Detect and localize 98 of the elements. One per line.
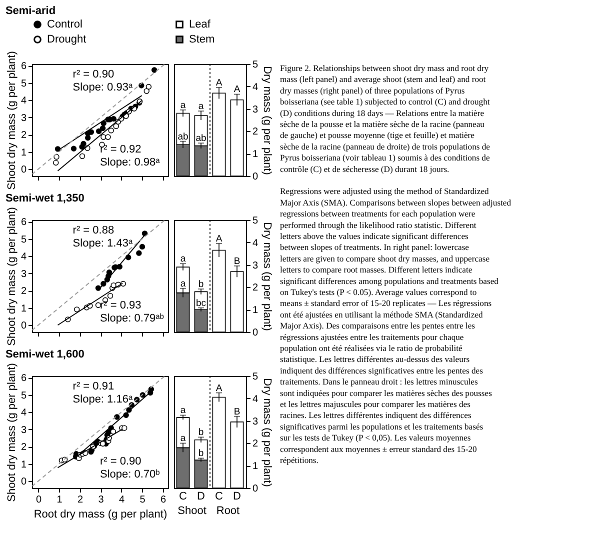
- annotation: Slope: 1.43ᵃ: [72, 237, 134, 250]
- data-label: B: [234, 256, 240, 267]
- data-label: ab: [196, 133, 206, 144]
- data-label: a: [180, 278, 186, 290]
- annotation: Slope: 0.98ᵃ: [100, 156, 161, 169]
- legend-label: Control: [47, 18, 82, 30]
- y-tick-label: 4: [252, 82, 258, 93]
- y-tick-label: 5: [252, 60, 258, 70]
- chart-title: Semi-arid: [5, 5, 56, 17]
- y-tick-label: 6: [20, 217, 27, 228]
- annotation: Slope: 0.70ᵇ: [100, 468, 160, 481]
- x-tick-label: C: [179, 490, 188, 502]
- y-tick-label: 3: [252, 416, 258, 428]
- annotation: r² = 0.93: [100, 300, 142, 312]
- data-label: A: [216, 78, 223, 89]
- legend-label: Stem: [189, 34, 215, 46]
- data-label: a: [180, 433, 186, 444]
- data-label: bc: [196, 298, 206, 309]
- y-tick-label: 2: [252, 282, 258, 294]
- y-tick-label: 4: [252, 238, 258, 249]
- y-axis-title: Dry mass (g per plant): [261, 222, 274, 331]
- annotation: r² = 0.91: [72, 380, 114, 392]
- y-tick-label: 3: [20, 424, 27, 436]
- x-tick-label: 6: [160, 494, 167, 506]
- y-tick-label: 2: [252, 438, 258, 450]
- x-tick-label: 1: [56, 494, 63, 506]
- y-tick-label: 3: [20, 268, 27, 280]
- y-tick-label: 2: [252, 126, 258, 138]
- x-tick-label: C: [215, 490, 224, 502]
- legend-label: Drought: [47, 34, 86, 46]
- x-axis-title: Root dry mass (g per plant): [34, 508, 168, 520]
- text: Regressions were adjusted using the method of Standardized Major Axis (SMA). Comparisons between slopes between adjusted regressions between treatments for each population were performed through the likelihood ratio statistic. Different letters above the values indicate significant differences between slopes of treatments. In right panel: lowercase letters are given to compare shoot dry masses, and uppercase letters to compare root masses. Different letters indicate significant differences among populations and treatments based on Tukey's tests (P < 0.05). Average values correspond to means ± standard error of 15-20 replicates — Les régressions ont été ajustées en utilisant la méthode SMA (Standardized Major Axis). Des comparaisons entre les pentes entre les régressions ajustées entre les traitements pour chaque population ont été réalisées via le ratio de probabilité statistique. Les lettres différentes au-dessus des valeurs indiquent des différences significatives entre les pentes des traitements. Dans le panneau droit : les lettres minuscules sont indiquées pour comparer les matières sèches des pousses et les lettres majuscules pour comparer les matières des racines. Les lettres différentes indiquent des différences significatives parmi les populations et les traitements basés sur les tests de Tukey (P < 0,05). Les valeurs moyennes correspondent aux moyennes ± erreur standard des 15-20 répétitions.: [280, 186, 512, 465]
- chart-title: Figure 2. Relationships between shoot dry mass and root dry mass (left panel) and average shoot (stem and leaf) and root dry masses (right panel) of three populations of Pyrus boisseriana (see table 1) subjected to control (C) and drought (D) conditions during 18 days — Relations entre la matière sèche de la pousse et la matière sèche de la racine (panneau de gauche) et pousse moyenne (tige et feuille) et matière sèche de la racine (panneau de droite) de trois populations de Pyrus boisseriana (voir tableau 1) soumis à des conditions de contrôle (C) et de sécheresse (D) durant 18 jours.: [280, 63, 490, 174]
- y-tick-label: 2: [20, 442, 27, 454]
- y-tick-label: 0: [20, 164, 27, 176]
- y-tick-label: 3: [252, 104, 258, 116]
- y-tick-label: 0: [252, 328, 258, 338]
- y-axis-title: Shoot dry mass (g per plant): [6, 207, 18, 346]
- annotation: r² = 0.90: [72, 68, 114, 80]
- y-axis-title: Shoot dry mass (g per plant): [6, 51, 18, 190]
- y-tick-label: 3: [252, 260, 258, 272]
- annotation: r² = 0.88: [72, 224, 114, 236]
- annotation: r² = 0.90: [100, 456, 142, 468]
- y-tick-label: 6: [20, 373, 27, 384]
- y-tick-label: 0: [252, 172, 258, 182]
- y-tick-label: 1: [252, 149, 258, 160]
- y-axis-title: Dry mass (g per plant): [261, 378, 274, 487]
- y-tick-label: 4: [20, 252, 27, 263]
- y-tick-label: 1: [20, 459, 27, 470]
- chart-title: Semi-wet 1,350: [5, 192, 84, 205]
- y-tick-label: 0: [20, 320, 27, 332]
- annotation: r² = 0.92: [100, 144, 142, 156]
- data-label: A: [216, 382, 223, 394]
- data-label: b: [198, 278, 204, 290]
- x-tick-label: 4: [119, 494, 125, 506]
- annotation: Slope: 1.16ᵃ: [72, 393, 134, 406]
- y-tick-label: 1: [252, 461, 258, 472]
- x-tick-label: 2: [77, 494, 84, 506]
- y-tick-label: 6: [20, 61, 27, 72]
- y-tick-label: 4: [252, 394, 258, 405]
- y-tick-label: 1: [20, 303, 27, 314]
- legend-label: Leaf: [189, 18, 212, 30]
- y-tick-label: 0: [252, 484, 258, 494]
- y-tick-label: 3: [20, 112, 27, 124]
- text: Shoot: [178, 505, 206, 517]
- y-tick-label: 2: [20, 130, 27, 142]
- x-tick-label: D: [197, 490, 206, 502]
- y-tick-label: 4: [20, 408, 27, 419]
- data-label: a: [180, 254, 186, 265]
- x-tick-label: 0: [36, 494, 42, 506]
- chart-title: Semi-wet 1,600: [5, 348, 84, 361]
- data-label: ab: [178, 131, 188, 142]
- data-label: A: [234, 84, 241, 96]
- y-tick-label: 1: [252, 305, 258, 316]
- x-tick-label: D: [233, 490, 242, 502]
- annotation: Slope: 0.79ᵃᵇ: [100, 312, 164, 325]
- y-tick-label: 0: [20, 476, 27, 488]
- y-tick-label: 5: [20, 78, 27, 90]
- data-label: b: [198, 448, 204, 460]
- y-tick-label: 5: [252, 372, 258, 382]
- data-label: a: [180, 405, 186, 416]
- x-tick-label: 5: [140, 494, 146, 506]
- y-tick-label: 2: [20, 286, 27, 298]
- y-tick-label: 5: [20, 390, 27, 402]
- data-label: a: [198, 101, 204, 112]
- data-label: b: [198, 427, 204, 438]
- y-tick-label: 5: [252, 216, 258, 226]
- data-label: A: [216, 234, 223, 245]
- y-tick-label: 1: [20, 147, 27, 158]
- y-axis-title: Shoot dry mass (g per plant): [6, 363, 18, 502]
- x-tick-label: 3: [98, 494, 104, 506]
- text: Root: [216, 505, 240, 517]
- y-tick-label: 4: [20, 96, 27, 107]
- data-label: a: [180, 100, 186, 111]
- data-label: B: [234, 406, 240, 418]
- y-axis-title: Dry mass (g per plant): [261, 66, 274, 175]
- annotation: Slope: 0.93ᵃ: [72, 81, 134, 94]
- y-tick-label: 5: [20, 234, 27, 246]
